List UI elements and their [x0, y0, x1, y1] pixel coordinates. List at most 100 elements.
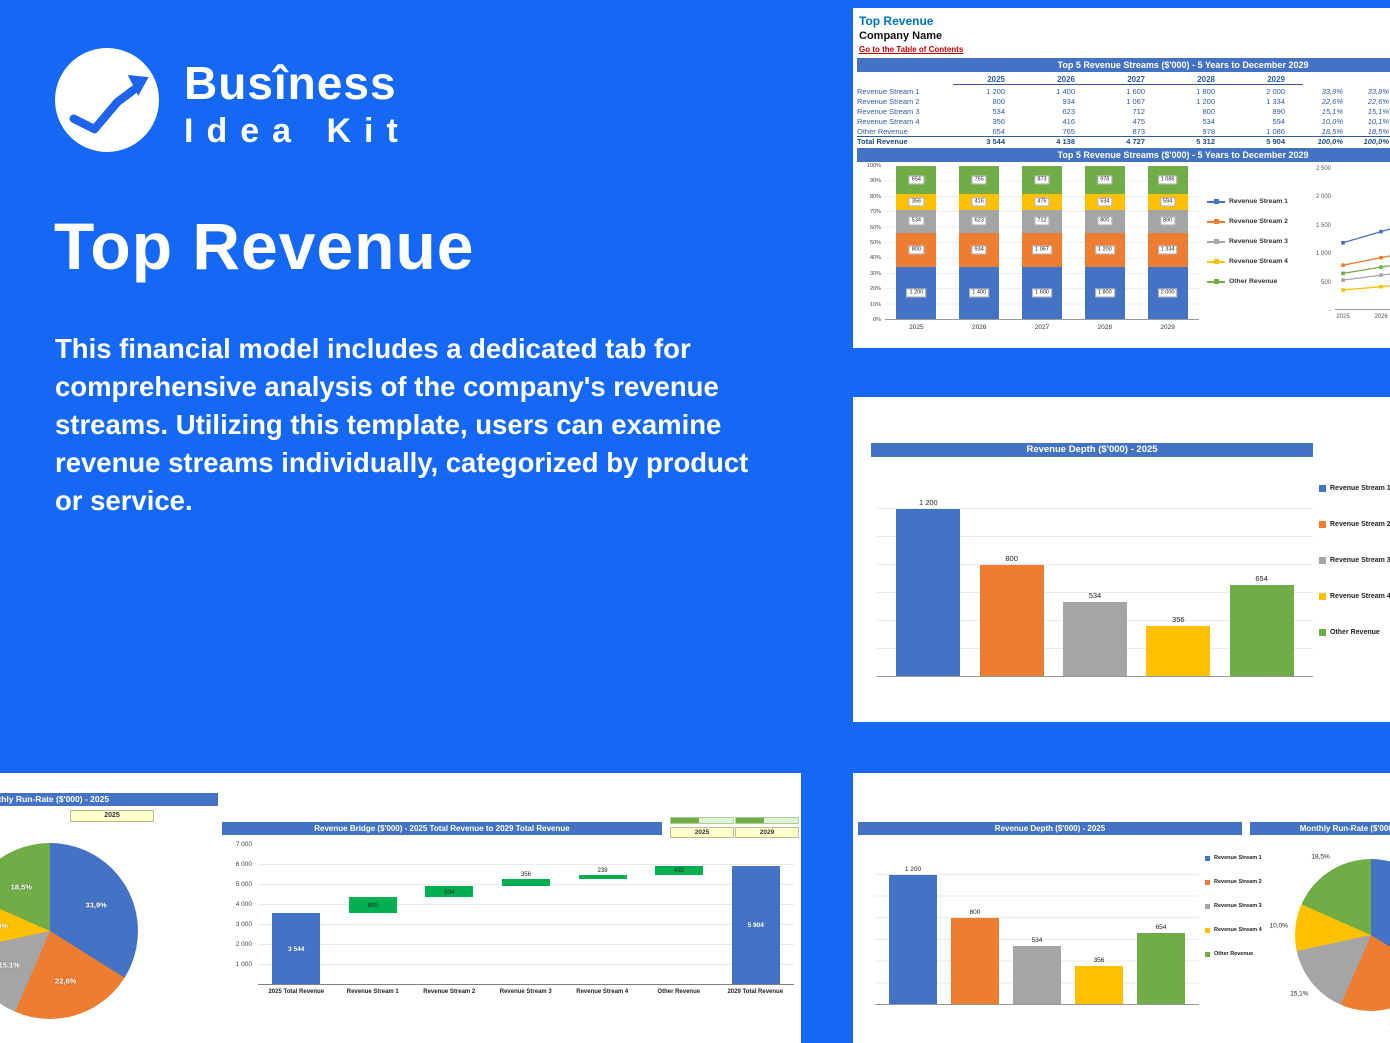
segment-label: 1 086 [1157, 175, 1178, 185]
table-row: Revenue Stream 1 1 200 1 400 1 600 1 800 2 00… [857, 86, 1390, 96]
y-axis-label: 7 000 [235, 841, 252, 848]
y-axis-label: 90% [869, 178, 881, 185]
bar [889, 874, 937, 1004]
legend-marker [1205, 951, 1210, 957]
year-start-box[interactable]: 2025 [670, 827, 734, 838]
y-axis-label: 2 500 [1315, 166, 1331, 172]
monthly-runrate-pie-chart [1295, 859, 1390, 1011]
y-axis-label: - [1329, 307, 1331, 314]
bridge-waterfall-chart: 3 544 800 534 356 238 432 5 904 [258, 845, 794, 985]
cell-value: 623 [1062, 106, 1075, 116]
cell-value: 1 086 [1266, 126, 1285, 136]
segment-label: 475 [1034, 197, 1050, 207]
year-selector[interactable]: 2025 [70, 810, 154, 822]
stacked-x-axis: 2025 2026 2027 2028 2029 [885, 324, 1199, 331]
chart-arrow-icon [69, 75, 149, 134]
legend-label: Revenue Stream 4 [1229, 258, 1288, 265]
stacked-bar: 1 600 1 067 712 475 873 [1021, 166, 1062, 319]
year-end-slider[interactable] [735, 817, 799, 824]
waterfall-bar [731, 865, 780, 984]
table-row: Revenue Stream 3 534 623 712 800 890 15,1% 15,1… [857, 106, 1390, 116]
year-start-slider[interactable] [670, 817, 734, 824]
bar-slot: 534 [1013, 853, 1061, 1004]
slider-thumb[interactable] [736, 818, 764, 823]
legend-item: Revenue Stream 1 [1319, 485, 1390, 492]
cell-value: 1 334 [1266, 96, 1285, 106]
cell-value: 890 [1272, 106, 1285, 116]
y-axis-label: 70% [869, 209, 881, 216]
waterfall-bar [272, 913, 321, 984]
legend-item: Revenue Stream 2 [1205, 879, 1262, 885]
legend-item: Revenue Stream 3 [1205, 903, 1262, 909]
x-axis-label: 2029 Total Revenue [727, 989, 784, 995]
pie-label: 10,0% [0, 921, 9, 931]
y-axis-label: 80% [869, 193, 881, 200]
y-axis-label: 2 000 [235, 941, 252, 948]
cell-value: 534 [1202, 116, 1215, 126]
segment-label: 654 [908, 175, 924, 185]
y-axis-label: 2 000 [1315, 194, 1331, 201]
segment-label: 765 [971, 175, 987, 185]
legend-line-marker [1207, 199, 1225, 204]
segment-label: 1 400 [969, 288, 990, 298]
pie-label: 10,0% [1269, 922, 1288, 930]
segment-label: 1 200 [906, 288, 927, 298]
x-axis-label: 2025 [1336, 314, 1350, 320]
cell-value: 416 [1062, 116, 1075, 126]
legend-item: Other Revenue [1207, 278, 1307, 285]
cell-pct: 22,6% [1367, 96, 1389, 106]
year-header: 2028 [1163, 75, 1233, 85]
bar-value-label: 356 [520, 872, 531, 879]
stacked-y-axis: 100% 90% 80% 70% 60% 50% 40% 30% 20% 10% 0% [855, 163, 881, 323]
table-row: Total Revenue 3 544 4 138 4 727 5 312 5 904 10… [857, 136, 1390, 146]
bar-value-label: 534 [1031, 937, 1043, 945]
cell-value: 934 [1062, 96, 1075, 106]
bar [951, 917, 999, 1004]
y-axis-label: 4 000 [235, 901, 252, 908]
cell-value: 800 [992, 96, 1005, 106]
table-header-row: 2025 2026 2027 2028 2029 [857, 74, 1390, 86]
revenue-depth-panel: Revenue Depth ($'000) - 2025 1 200 800 534… [853, 397, 1390, 722]
depth-bar-chart: 1 200 800 534 356 654 [877, 481, 1313, 677]
bar-slot: 356 [1075, 853, 1123, 1004]
depth-runrate-panel: Revenue Depth ($'000) - 2025 Monthly Run… [853, 773, 1390, 1043]
year-end-box[interactable]: 2029 [735, 827, 799, 838]
cell-pct: 10,0% [1321, 116, 1343, 126]
stacked-segment: 800 [896, 232, 937, 268]
y-axis-label: 1 000 [235, 961, 252, 968]
stacked-bar: 2 000 1 334 890 594 1 086 [1147, 166, 1188, 319]
bridge-y-axis: 7 000 6 000 5 000 4 000 3 000 2 000 1 000 [220, 841, 252, 995]
y-axis-label: 0% [873, 316, 881, 323]
bar-slot: 654 [1137, 853, 1185, 1004]
bar-value-label: 432 [674, 868, 685, 875]
run-rate-title-bar: Monthly Run-Rate ($'000) - 2025 [0, 793, 246, 806]
year-header: 2026 [1023, 75, 1093, 85]
depth-legend-small: Revenue Stream 1 Revenue Stream 2 Revenue … [1205, 855, 1262, 957]
bar-value-label: 356 [1172, 615, 1185, 625]
y-axis-label: 1 500 [1315, 222, 1331, 229]
bar-slot: 800 [979, 481, 1044, 676]
bridge-title-bar: Revenue Bridge ($'000) - 2025 Total Reve… [222, 822, 662, 835]
segment-label: 623 [971, 216, 987, 226]
cell-value: 2 000 [1266, 86, 1285, 96]
bar-slot: 1 200 [896, 481, 961, 676]
bar-value-label: 654 [1255, 573, 1268, 583]
segment-label: 934 [971, 245, 987, 255]
stacked-bar: 1 400 934 623 416 765 [959, 166, 1000, 319]
legend-item: Revenue Stream 1 [1207, 198, 1307, 205]
cell-value: 594 [1272, 116, 1285, 126]
y-axis-label: 100% [866, 163, 881, 169]
y-axis-label: 1 000 [1315, 251, 1331, 258]
cell-value: 356 [992, 116, 1005, 126]
legend-line-marker [1207, 259, 1225, 264]
toc-link[interactable]: Go to the Table of Contents [859, 45, 964, 54]
segment-label: 594 [1159, 197, 1176, 207]
y-axis-label: 6 000 [235, 861, 252, 868]
segment-label: 1 334 [1157, 245, 1178, 255]
segment-label: 800 [1097, 216, 1113, 226]
bar-slot: 1 200 [889, 853, 937, 1004]
stacked-segment: 2 000 [1147, 267, 1188, 319]
slider-thumb[interactable] [671, 818, 699, 823]
bar-value-label: 800 [367, 903, 378, 910]
